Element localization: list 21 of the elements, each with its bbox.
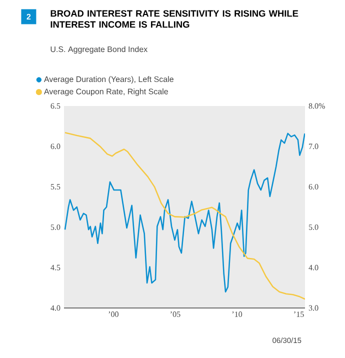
x-tick-label: ’15 [294, 312, 304, 317]
text: 2 [26, 14, 31, 20]
y-tick-label: 4.0 [50, 305, 60, 311]
legend-label: Average Coupon Rate, Right Scale [44, 88, 168, 96]
y2-tick-label: 6.0 [308, 184, 318, 190]
y2-tick-label: 3.0 [308, 305, 318, 311]
chart-title: BROAD INTEREST RATE SENSITIVITY IS RISING WHILE INTEREST INCOME IS FALLING [50, 10, 298, 28]
y2-tick-label: 7.0 [309, 144, 318, 150]
y-tick-label: 5.0 [50, 224, 60, 230]
chart-subtitle: U.S. Aggregate Bond Index [50, 46, 148, 54]
y-tick-label: 4.5 [50, 264, 60, 270]
legend-label: Average Duration (Years), Left Scale [44, 76, 174, 84]
y2-tick-label: 4.0 [308, 264, 318, 270]
y2-tick-label: 8.0% [308, 103, 325, 109]
y2-tick-label: 5.0 [309, 224, 318, 230]
x-tick-label: ’00 [108, 312, 118, 317]
x-tick-label: ’10 [232, 312, 242, 317]
y-tick-label: 5.5 [50, 184, 60, 190]
x-tick-label: ’05 [170, 312, 180, 317]
y-tick-label: 6.5 [50, 103, 60, 109]
y-tick-label: 6.0 [50, 144, 60, 150]
